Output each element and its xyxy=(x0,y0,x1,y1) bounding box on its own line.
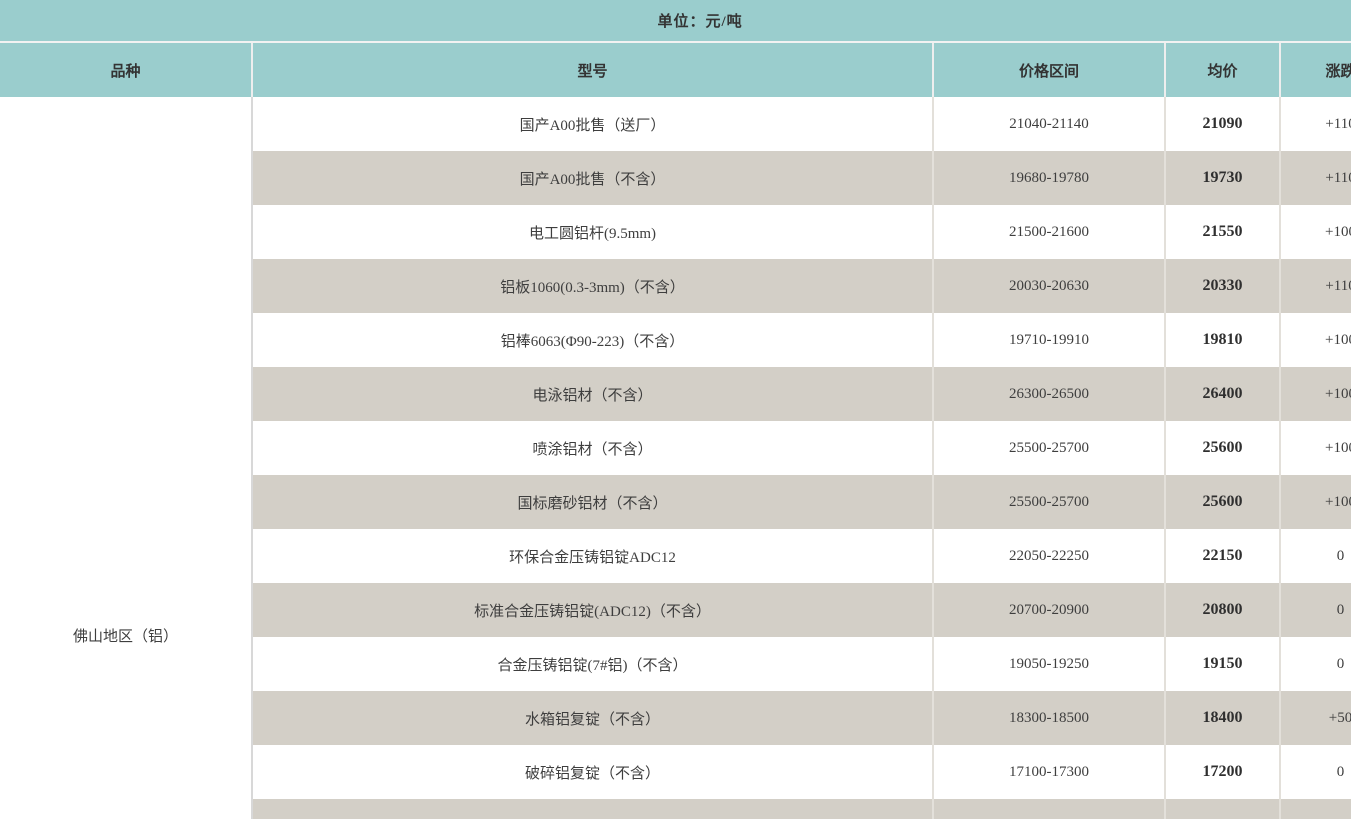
change-cell: 0 xyxy=(1336,547,1345,564)
avg-price-cell: 26400 xyxy=(1165,367,1281,421)
price-range-cell: 18050-18250 xyxy=(933,799,1166,819)
column-header-row: 品种 型号 价格区间 均价 涨跌 xyxy=(0,41,1351,97)
change-cell: +100 xyxy=(1325,223,1351,240)
price-range-cell: 26300-26500 xyxy=(933,367,1166,421)
model-cell: 国产A00批售（不含） xyxy=(252,151,934,205)
avg-price-cell: 18150 xyxy=(1165,799,1281,819)
avg-price-cell: 21090 xyxy=(1165,97,1281,151)
price-range-cell: 20700-20900 xyxy=(933,583,1166,637)
table-row: 水箱铝复锭（不含） 18300-18500 18400 +50 xyxy=(0,691,1351,745)
price-range-cell: 17100-17300 xyxy=(933,745,1166,799)
col-header-avg-price: 均价 xyxy=(1164,41,1280,97)
model-cell: 水箱铝复锭（不含） xyxy=(252,691,934,745)
change-cell: +100 xyxy=(1325,331,1351,348)
change-cell: 0 xyxy=(1336,763,1345,780)
avg-price-cell: 19730 xyxy=(1165,151,1281,205)
change-cell: +50 xyxy=(1280,799,1351,819)
unit-label: 单位：元/吨 xyxy=(0,0,1351,42)
avg-price-cell: 22150 xyxy=(1165,529,1281,583)
price-range-cell: 21500-21600 xyxy=(933,205,1166,259)
table-row: 干净割胶铝线（不含） 18050-18250 18150 +50 xyxy=(0,799,1351,819)
avg-price-cell: 21550 xyxy=(1165,205,1281,259)
model-cell: 国产A00批售（送厂） xyxy=(252,97,934,151)
avg-price-cell: 25600 xyxy=(1165,475,1281,529)
change-cell: +110 xyxy=(1325,277,1351,294)
model-cell: 合金压铸铝锭(7#铝)（不含） xyxy=(252,637,934,691)
variety-cell: 佛山地区（铝） xyxy=(0,97,253,819)
price-range-cell: 22050-22250 xyxy=(933,529,1166,583)
model-cell: 电泳铝材（不含） xyxy=(252,367,934,421)
avg-price-cell: 20800 xyxy=(1165,583,1281,637)
price-range-cell: 18300-18500 xyxy=(933,691,1166,745)
price-range-cell: 19680-19780 xyxy=(933,151,1166,205)
price-range-cell: 19050-19250 xyxy=(933,637,1166,691)
avg-price-cell: 17200 xyxy=(1165,745,1281,799)
table-row: 国产A00批售（不含） 19680-19780 19730 +110 xyxy=(0,151,1351,205)
change-cell: +110 xyxy=(1325,169,1351,186)
avg-price-cell: 18400 xyxy=(1165,691,1281,745)
price-range-cell: 20030-20630 xyxy=(933,259,1166,313)
model-cell: 标准合金压铸铝锭(ADC12)（不含） xyxy=(252,583,934,637)
col-header-price-range: 价格区间 xyxy=(932,41,1165,97)
avg-price-cell: 19150 xyxy=(1165,637,1281,691)
price-range-cell: 19710-19910 xyxy=(933,313,1166,367)
change-cell: 0 xyxy=(1336,655,1345,672)
change-cell: 0 xyxy=(1336,601,1345,618)
model-cell: 国标磨砂铝材（不含） xyxy=(252,475,934,529)
model-cell: 铝棒6063(Φ90-223)（不含） xyxy=(252,313,934,367)
model-cell: 喷涂铝材（不含） xyxy=(252,421,934,475)
model-cell: 铝板1060(0.3-3mm)（不含） xyxy=(252,259,934,313)
variety-label: 佛山地区（铝） xyxy=(72,629,178,645)
col-header-model: 型号 xyxy=(251,41,933,97)
col-header-change: 涨跌 xyxy=(1278,41,1351,97)
avg-price-cell: 25600 xyxy=(1165,421,1281,475)
change-cell: +100 xyxy=(1325,439,1351,456)
avg-price-cell: 19810 xyxy=(1165,313,1281,367)
change-cell: +100 xyxy=(1325,493,1351,510)
change-cell: +110 xyxy=(1325,115,1351,132)
change-cell: +50 xyxy=(1328,709,1351,726)
model-cell: 电工圆铝杆(9.5mm) xyxy=(252,205,934,259)
price-range-cell: 21040-21140 xyxy=(933,97,1166,151)
price-range-cell: 25500-25700 xyxy=(933,421,1166,475)
table-row: 佛山地区（铝） 国产A00批售（送厂） 21040-21140 21090 +1… xyxy=(0,97,1351,819)
model-cell: 干净割胶铝线（不含） xyxy=(252,799,934,819)
model-cell: 环保合金压铸铝锭ADC12 xyxy=(252,529,934,583)
model-cell: 破碎铝复锭（不含） xyxy=(252,745,934,799)
col-header-variety: 品种 xyxy=(0,41,252,97)
price-range-cell: 25500-25700 xyxy=(933,475,1166,529)
unit-bar: 单位：元/吨 xyxy=(0,0,1351,42)
change-cell: +100 xyxy=(1325,385,1351,402)
avg-price-cell: 20330 xyxy=(1165,259,1281,313)
